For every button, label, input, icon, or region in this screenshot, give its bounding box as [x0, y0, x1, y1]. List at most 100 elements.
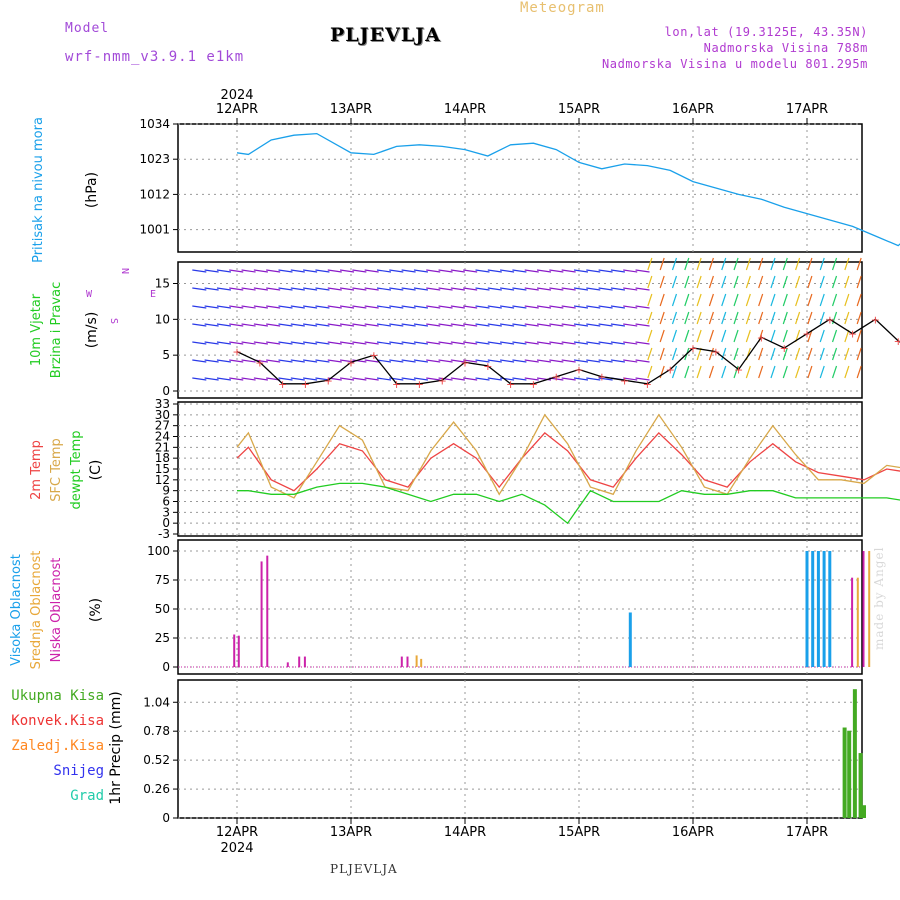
- wind-arrow: [241, 377, 256, 381]
- wind-arrow: [315, 305, 330, 309]
- wind-arrow: [401, 323, 416, 327]
- wind-ytick-label: 10: [155, 312, 170, 326]
- wind-arrow: [610, 269, 626, 273]
- wind-arrow: [807, 275, 813, 289]
- model-label: Model: [65, 21, 110, 36]
- wind-arrow: [364, 287, 379, 291]
- cloud-bar-0: [811, 551, 815, 667]
- wind-arrow: [795, 293, 801, 307]
- precip-ylabel: 1hr Precip (mm): [108, 691, 124, 804]
- cloud-bar-2: [406, 656, 409, 667]
- bottom-xtick-label: 13APR: [330, 825, 372, 840]
- wind-arrow: [610, 341, 626, 345]
- wind-gust-marker: +: [552, 371, 561, 384]
- wind-arrow: [266, 287, 281, 291]
- wind-arrow: [376, 305, 392, 309]
- precip-ytick-label: 1.04: [143, 695, 170, 709]
- precip-bar: [847, 730, 852, 818]
- wind-arrow: [450, 287, 465, 291]
- wind-arrow: [586, 323, 601, 327]
- wind-arrow: [610, 287, 626, 291]
- wind-arrow: [671, 311, 678, 325]
- wind-arrow: [708, 329, 714, 343]
- wind-arrow: [487, 359, 502, 363]
- wind-arrow: [401, 341, 416, 345]
- wind-arrow: [782, 329, 788, 343]
- wind-arrow: [524, 323, 539, 327]
- wind-arrow: [573, 341, 589, 345]
- wind-arrow: [844, 257, 850, 271]
- wind-arrow: [733, 329, 739, 343]
- wind-arrow: [266, 269, 281, 273]
- temp-ytick-label: 0: [162, 516, 170, 530]
- clouds-ytick-label: 0: [162, 660, 170, 674]
- wind-arrow: [303, 305, 318, 309]
- wind-arrow: [253, 341, 268, 345]
- wind-arrow: [401, 269, 416, 273]
- wind-arrow: [684, 293, 690, 307]
- wind-arrow: [450, 359, 465, 363]
- wind-arrow: [807, 311, 813, 325]
- wind-arrow: [278, 377, 293, 381]
- cloud-bar-2: [862, 551, 865, 667]
- wind-arrow: [856, 275, 862, 289]
- wind-arrow: [450, 377, 465, 381]
- wind-ylabel-2: Brzina i Pravac: [49, 282, 64, 379]
- wind-arrow: [782, 311, 788, 325]
- wind-arrow: [303, 287, 318, 291]
- wind-arrow: [438, 377, 453, 381]
- wind-gust-marker: +: [780, 342, 789, 355]
- wind-arrow: [426, 305, 441, 309]
- wind-arrow: [708, 347, 714, 361]
- wind-arrow: [376, 359, 392, 363]
- wind-ytick-label: 0: [162, 384, 170, 398]
- wind-arrow: [192, 323, 207, 327]
- clouds-panel-frame: [177, 539, 863, 675]
- wind-arrow: [856, 347, 862, 361]
- wind-arrow: [844, 347, 850, 361]
- wind-arrow: [573, 305, 589, 309]
- wind-arrow: [204, 323, 219, 327]
- wind-arrow: [831, 329, 838, 343]
- wind-arrow: [671, 347, 678, 361]
- wind-arrow: [647, 311, 653, 325]
- wind-arrow: [733, 293, 739, 307]
- cloud-bar-2: [286, 662, 289, 667]
- wind-arrow: [770, 311, 776, 325]
- wind-arrow: [241, 287, 256, 291]
- wind-ylabel-1: 10m Vjetar: [29, 293, 44, 366]
- wind-arrow: [623, 269, 638, 273]
- wind-arrow: [708, 275, 714, 289]
- wind-arrow: [573, 323, 589, 327]
- wind-arrow: [266, 305, 281, 309]
- pressure-panel-frame: [177, 123, 863, 253]
- wind-arrow: [819, 365, 825, 379]
- wind-arrow: [696, 311, 702, 325]
- wind-arrow: [426, 323, 441, 327]
- wind-gust-marker: +: [643, 378, 652, 391]
- wind-arrow: [807, 329, 813, 343]
- wind-arrow: [659, 329, 665, 343]
- wind-arrow: [561, 359, 576, 363]
- wind-arrow: [598, 359, 613, 363]
- precip-bar: [862, 805, 866, 818]
- wind-arrow: [253, 323, 268, 327]
- wind-gust-marker: +: [802, 328, 811, 341]
- wind-arrow: [413, 359, 429, 363]
- wind-arrow: [352, 287, 367, 291]
- wind-arrow: [241, 359, 256, 363]
- wind-arrow: [413, 377, 429, 381]
- wind-arrow: [708, 293, 714, 307]
- wind-arrow: [339, 323, 355, 327]
- wind-arrow: [721, 329, 727, 343]
- wind-arrow: [339, 305, 355, 309]
- wind-arrow: [487, 287, 502, 291]
- wind-arrow: [758, 257, 764, 271]
- precip-ytick-label: 0.26: [143, 782, 170, 796]
- wind-ytick-label: 5: [162, 348, 170, 362]
- wind-arrow: [782, 257, 788, 271]
- wind-arrow: [500, 287, 515, 291]
- wind-arrow: [278, 341, 293, 345]
- wind-arrow: [364, 359, 379, 363]
- wind-arrow: [623, 323, 638, 327]
